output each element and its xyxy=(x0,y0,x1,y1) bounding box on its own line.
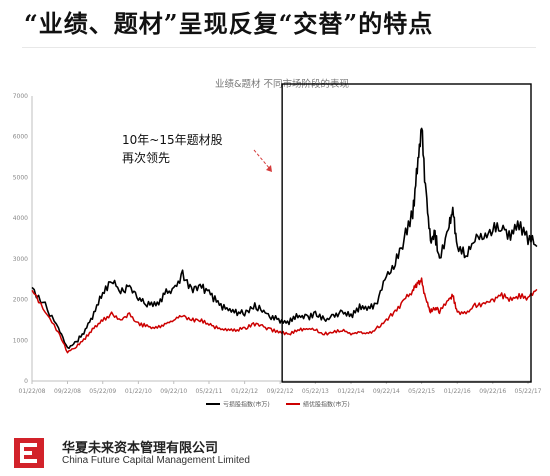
x-tick-label: 01/22/14 xyxy=(338,388,365,395)
legend-label: 亏损股指数(市万) xyxy=(223,401,270,409)
y-tick-label: 1000 xyxy=(13,337,28,344)
x-tick-label: 01/22/16 xyxy=(444,388,471,395)
y-tick-label: 2000 xyxy=(13,297,28,304)
x-tick-label: 01/22/10 xyxy=(125,388,152,395)
performance-chart: 业绩&题材 不同市场阶段的表现0100020003000400050006000… xyxy=(13,78,542,409)
x-tick-label: 05/22/17 xyxy=(515,388,542,395)
company-logo-icon xyxy=(14,438,44,468)
annotation-arrowhead xyxy=(266,165,272,172)
x-tick-label: 09/22/14 xyxy=(373,388,400,395)
y-tick-label: 7000 xyxy=(13,93,28,100)
slide-title: “业绩、题材”呈现反复“交替”的特点 xyxy=(24,9,434,38)
x-tick-label: 09/22/10 xyxy=(160,388,187,395)
y-tick-label: 0 xyxy=(24,378,28,385)
annotation-text: 10年~15年题材股 xyxy=(122,133,223,147)
annotation-text: 再次领先 xyxy=(122,151,170,165)
series-line-2 xyxy=(31,277,538,354)
x-tick-label: 01/22/12 xyxy=(231,388,258,395)
x-tick-label: 09/22/12 xyxy=(267,388,294,395)
series-line-1 xyxy=(31,127,538,350)
y-tick-label: 4000 xyxy=(13,215,28,222)
title-divider xyxy=(22,47,536,48)
x-tick-label: 05/22/09 xyxy=(89,388,116,395)
x-tick-label: 05/22/13 xyxy=(302,388,329,395)
y-tick-label: 6000 xyxy=(13,134,28,141)
annotation-arrow xyxy=(253,149,271,170)
x-tick-label: 09/22/16 xyxy=(479,388,506,395)
y-tick-label: 3000 xyxy=(13,256,28,263)
legend-label: 绩优股指数(市万) xyxy=(303,401,350,409)
footer: 华夏未来资本管理有限公司 China Future Capital Manage… xyxy=(14,436,414,472)
company-name-cn: 华夏未来资本管理有限公司 xyxy=(62,441,219,456)
x-tick-label: 05/22/11 xyxy=(195,388,222,395)
x-tick-label: 09/22/08 xyxy=(54,388,81,395)
company-name-en: China Future Capital Management Limited xyxy=(62,455,250,466)
x-tick-label: 01/22/08 xyxy=(19,388,46,395)
x-tick-label: 05/22/15 xyxy=(408,388,435,395)
highlight-box xyxy=(281,83,532,383)
y-tick-label: 5000 xyxy=(13,174,28,181)
